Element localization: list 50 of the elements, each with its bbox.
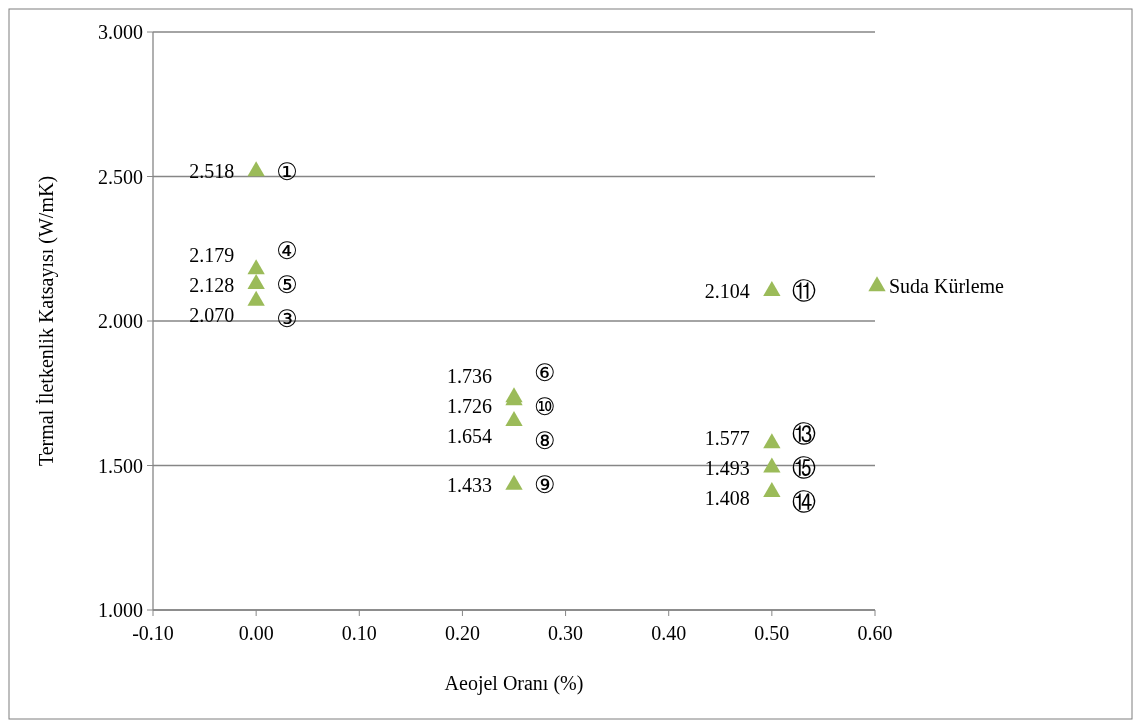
annotation: ⑧ [534,426,556,455]
data-label: 1.654 [447,425,492,448]
data-label: 2.518 [189,160,235,183]
x-tick-label: 0.60 [857,622,893,644]
x-axis-title: Aeojel Oranı (%) [444,672,584,695]
annotation: ⑪ [791,277,816,306]
y-tick-label: 1.500 [98,454,143,477]
annotation: ④ [276,237,298,266]
y-tick-label: 1.000 [98,599,143,621]
point [505,474,523,490]
annotation: ⑬ [791,420,816,449]
x-tick-label: 0.20 [444,622,480,644]
annotation: ⑩ [534,392,556,421]
point [763,280,781,296]
y-tick-label: 2.000 [98,310,143,332]
data-label: 1.408 [704,486,750,509]
data-label: 1.577 [704,426,750,449]
point [247,161,265,177]
data-label: 2.179 [189,243,235,266]
x-tick-label: 0.30 [548,622,584,644]
point [763,457,781,473]
point [763,433,781,449]
data-label: 1.493 [704,456,750,479]
x-tick-label: 0.00 [238,622,274,644]
x-tick-label: 0.40 [651,622,687,644]
point [505,410,523,426]
point [247,290,265,306]
point [247,259,265,275]
annotation: ⑤ [276,271,298,300]
annotation: ③ [276,305,298,334]
data-label: 2.070 [189,303,235,326]
point [763,482,781,498]
legend-label: Suda Kürleme [889,275,1005,298]
data-label: 2.128 [189,273,235,296]
annotation: ① [276,157,298,186]
data-label: 1.726 [447,395,492,418]
annotation: ⑨ [534,471,556,500]
data-label: 1.433 [447,473,492,496]
y-tick-label: 2.500 [98,165,143,188]
data-label: 1.736 [447,365,492,388]
annotation: ⑮ [791,454,816,483]
annotation: ⑥ [534,358,556,387]
data-label: 2.104 [704,279,750,302]
y-axis-title: Termal İletkenlik Katsayısı (W/mK) [35,175,58,467]
x-tick-label: 0.10 [341,622,377,644]
y-tick-label: 3.000 [98,21,143,43]
x-tick-label: -0.10 [132,622,174,644]
annotation: ⑭ [791,488,816,517]
point [247,274,265,290]
x-tick-label: 0.50 [754,622,790,644]
